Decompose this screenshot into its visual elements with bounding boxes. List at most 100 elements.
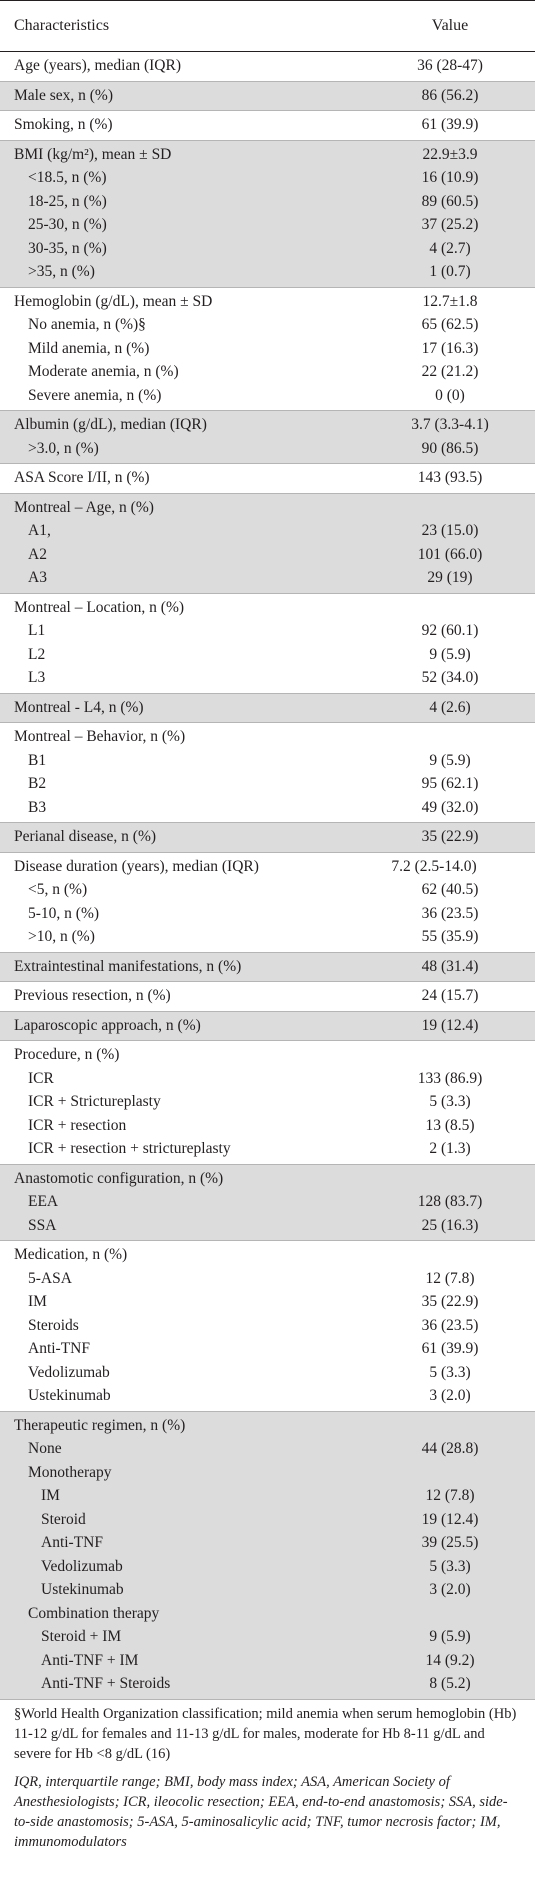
row-value: 5 (3.3)	[429, 1093, 471, 1110]
row-label: A3	[28, 569, 47, 586]
table-group: Smoking, n (%) 61 (39.9)	[0, 111, 535, 141]
table-row: >3.0, n (%) 90 (86.5)	[0, 437, 535, 461]
row-value: 39 (25.5)	[421, 1534, 479, 1551]
table-row: IM 12 (7.8)	[0, 1484, 535, 1508]
table-row: Albumin (g/dL), median (IQR) 3.7 (3.3-4.1…	[0, 413, 535, 437]
row-value: 86 (56.2)	[421, 86, 479, 104]
row-value: 35 (22.9)	[421, 1293, 479, 1310]
table-group: ASA Score I/II, n (%) 143 (93.5)	[0, 464, 535, 494]
row-label: Severe anemia, n (%)	[28, 386, 162, 404]
row-label: SSA	[28, 1216, 57, 1234]
row-label: Montreal – Location, n (%)	[14, 598, 185, 616]
row-label: Smoking, n (%)	[14, 116, 113, 133]
row-label: ICR + Strictureplasty	[28, 1093, 161, 1110]
row-label: Hemoglobin (g/dL), mean ± SD	[14, 292, 213, 310]
table-row: ICR + resection 13 (8.5)	[0, 1114, 535, 1138]
row-value: 23 (15.0)	[421, 522, 479, 539]
table-row: Anti-TNF 39 (25.5)	[0, 1531, 535, 1555]
row-label: Perianal disease, n (%)	[14, 828, 157, 845]
row-label: L3	[28, 669, 46, 686]
table-row: Severe anemia, n (%) 0 (0)	[0, 384, 535, 408]
row-value: 44 (28.8)	[421, 1440, 479, 1457]
table-row: Therapeutic regimen, n (%)	[0, 1414, 535, 1438]
row-label: ICR	[28, 1069, 54, 1087]
table-group: Albumin (g/dL), median (IQR) 3.7 (3.3-4.1…	[0, 411, 535, 464]
row-value: 55 (35.9)	[421, 928, 479, 945]
table-row: Medication, n (%)	[0, 1243, 535, 1267]
row-label: Montreal – Age, n (%)	[14, 498, 154, 516]
row-value: 22 (21.2)	[421, 363, 479, 380]
row-label: Previous resection, n (%)	[14, 987, 171, 1004]
table-row: ICR 133 (86.9)	[0, 1067, 535, 1091]
row-value: 4 (2.7)	[429, 239, 471, 257]
table-group: Montreal - L4, n (%) 4 (2.6)	[0, 693, 535, 723]
table-group: Hemoglobin (g/dL), mean ± SD 12.7±1.8 No a…	[0, 288, 535, 411]
table-row: Smoking, n (%) 61 (39.9)	[0, 113, 535, 137]
table-row: 30-35, n (%) 4 (2.7)	[0, 237, 535, 261]
table-row: L1 92 (60.1)	[0, 619, 535, 643]
row-label: Therapeutic regimen, n (%)	[14, 1416, 186, 1434]
row-value: 90 (86.5)	[421, 439, 479, 457]
table-group: Extraintestinal manifestations, n (%) 48 …	[0, 952, 535, 982]
row-value: 143 (93.5)	[417, 469, 483, 486]
row-label: 5-ASA	[28, 1269, 72, 1287]
table-footnotes: §World Health Organization classificatio…	[0, 1700, 535, 1852]
row-value: 12.7±1.8	[422, 292, 478, 310]
table-row: Age (years), median (IQR) 36 (28-47)	[0, 54, 535, 78]
row-value: 92 (60.1)	[421, 622, 479, 639]
row-label: None	[28, 1440, 62, 1457]
row-label: No anemia, n (%)§	[28, 316, 146, 333]
characteristics-table: Characteristics Value Age (years), media…	[0, 0, 535, 1852]
table-group: Disease duration (years), median (IQR) 7.…	[0, 853, 535, 953]
row-label: Steroid + IM	[41, 1628, 122, 1645]
table-row: Perianal disease, n (%) 35 (22.9)	[0, 825, 535, 849]
table-row: B1 9 (5.9)	[0, 749, 535, 773]
row-label: 25-30, n (%)	[28, 216, 107, 233]
row-label: L1	[28, 622, 46, 639]
table-group: Montreal – Behavior, n (%) B1 9 (5.9) B2 95 …	[0, 723, 535, 823]
row-value: 16 (10.9)	[421, 169, 479, 186]
row-value: 7.2 (2.5-14.0)	[391, 857, 477, 875]
row-value: 9 (5.9)	[429, 645, 471, 663]
row-label: >3.0, n (%)	[28, 439, 99, 457]
footnote-abbreviations: IQR, interquartile range; BMI, body mass…	[14, 1773, 508, 1850]
table-row: Ustekinumab 3 (2.0)	[0, 1384, 535, 1408]
row-value: 61 (39.9)	[421, 1340, 479, 1357]
table-row: L3 52 (34.0)	[0, 666, 535, 690]
table-row: Extraintestinal manifestations, n (%) 48 …	[0, 955, 535, 979]
table-row: Ustekinumab 3 (2.0)	[0, 1578, 535, 1602]
row-value: 12 (7.8)	[425, 1269, 475, 1287]
table-group: Laparoscopic approach, n (%) 19 (12.4)	[0, 1011, 535, 1041]
table-row: Steroid 19 (12.4)	[0, 1508, 535, 1532]
table-row: Anti-TNF + Steroids 8 (5.2)	[0, 1672, 535, 1696]
row-value: 8 (5.2)	[429, 1675, 471, 1692]
row-value: 89 (60.5)	[421, 192, 479, 210]
row-label: Ustekinumab	[41, 1581, 124, 1598]
table-row: Mild anemia, n (%) 17 (16.3)	[0, 337, 535, 361]
row-label: Steroids	[28, 1316, 79, 1334]
table-row: Montreal – Behavior, n (%)	[0, 725, 535, 749]
table-group: BMI (kg/m²), mean ± SD 22.9±3.9 <18.5, n (…	[0, 140, 535, 288]
table-row: No anemia, n (%)§ 65 (62.5)	[0, 313, 535, 337]
row-label: Male sex, n (%)	[14, 86, 113, 104]
row-label: Moderate anemia, n (%)	[28, 363, 179, 380]
row-label: Montreal - L4, n (%)	[14, 698, 144, 716]
row-label: <5, n (%)	[28, 881, 88, 898]
row-label: Disease duration (years), median (IQR)	[14, 857, 259, 875]
table-row: Moderate anemia, n (%) 22 (21.2)	[0, 360, 535, 384]
row-value: 24 (15.7)	[421, 987, 479, 1004]
row-value: 12 (7.8)	[425, 1487, 475, 1504]
row-value: 9 (5.9)	[429, 751, 471, 769]
row-value: 3.7 (3.3-4.1)	[411, 416, 489, 433]
row-label: Extraintestinal manifestations, n (%)	[14, 957, 242, 975]
row-label: >10, n (%)	[28, 928, 95, 945]
table-row: Montreal – Location, n (%)	[0, 596, 535, 620]
row-value: 61 (39.9)	[421, 116, 479, 133]
table-row: IM 35 (22.9)	[0, 1290, 535, 1314]
row-value: 19 (12.4)	[421, 1016, 479, 1034]
table-header: Characteristics Value	[0, 0, 535, 52]
row-value: 62 (40.5)	[421, 881, 479, 898]
row-value: 25 (16.3)	[421, 1216, 479, 1234]
table-group: Anastomotic configuration, n (%) EEA 128 (…	[0, 1164, 535, 1241]
row-label: Anti-TNF	[41, 1534, 103, 1551]
